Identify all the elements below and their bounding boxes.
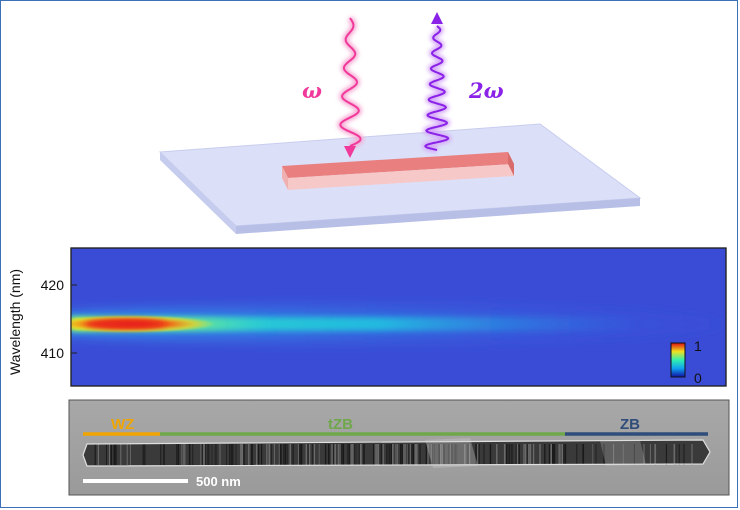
zb-label: ZB: [620, 416, 640, 433]
tzb-label: tZB: [328, 416, 353, 433]
colorbar-min-label: 0: [694, 370, 702, 386]
omega-wave: [337, 16, 364, 158]
colorbar: [670, 342, 686, 378]
spectrum-panel: 420 410 Wavelength (nm) 1 0: [7, 247, 727, 387]
tem-panel: WZ tZB ZB 500 nm: [68, 399, 730, 496]
spectrum-ylabel: Wavelength (nm): [7, 269, 23, 375]
scale-bar: [83, 479, 188, 483]
up-arrow-icon: [431, 12, 443, 24]
substrate-left-edge: [160, 152, 236, 234]
ytick-410: 410: [41, 345, 65, 361]
ytick-420: 420: [41, 277, 65, 293]
down-arrow-icon: [344, 146, 356, 158]
two-omega-wave: [421, 12, 452, 153]
wz-label: WZ: [111, 416, 134, 433]
colorbar-max-label: 1: [694, 338, 702, 354]
two-omega-label: 2ω: [468, 78, 504, 103]
schematic-panel: ω 2ω: [158, 12, 642, 234]
stacking-fault-stripes: [94, 444, 693, 465]
nanowire: [282, 152, 514, 190]
scale-bar-label: 500 nm: [196, 474, 241, 489]
substrate-front-edge: [236, 198, 640, 234]
omega-label: ω: [302, 78, 322, 103]
